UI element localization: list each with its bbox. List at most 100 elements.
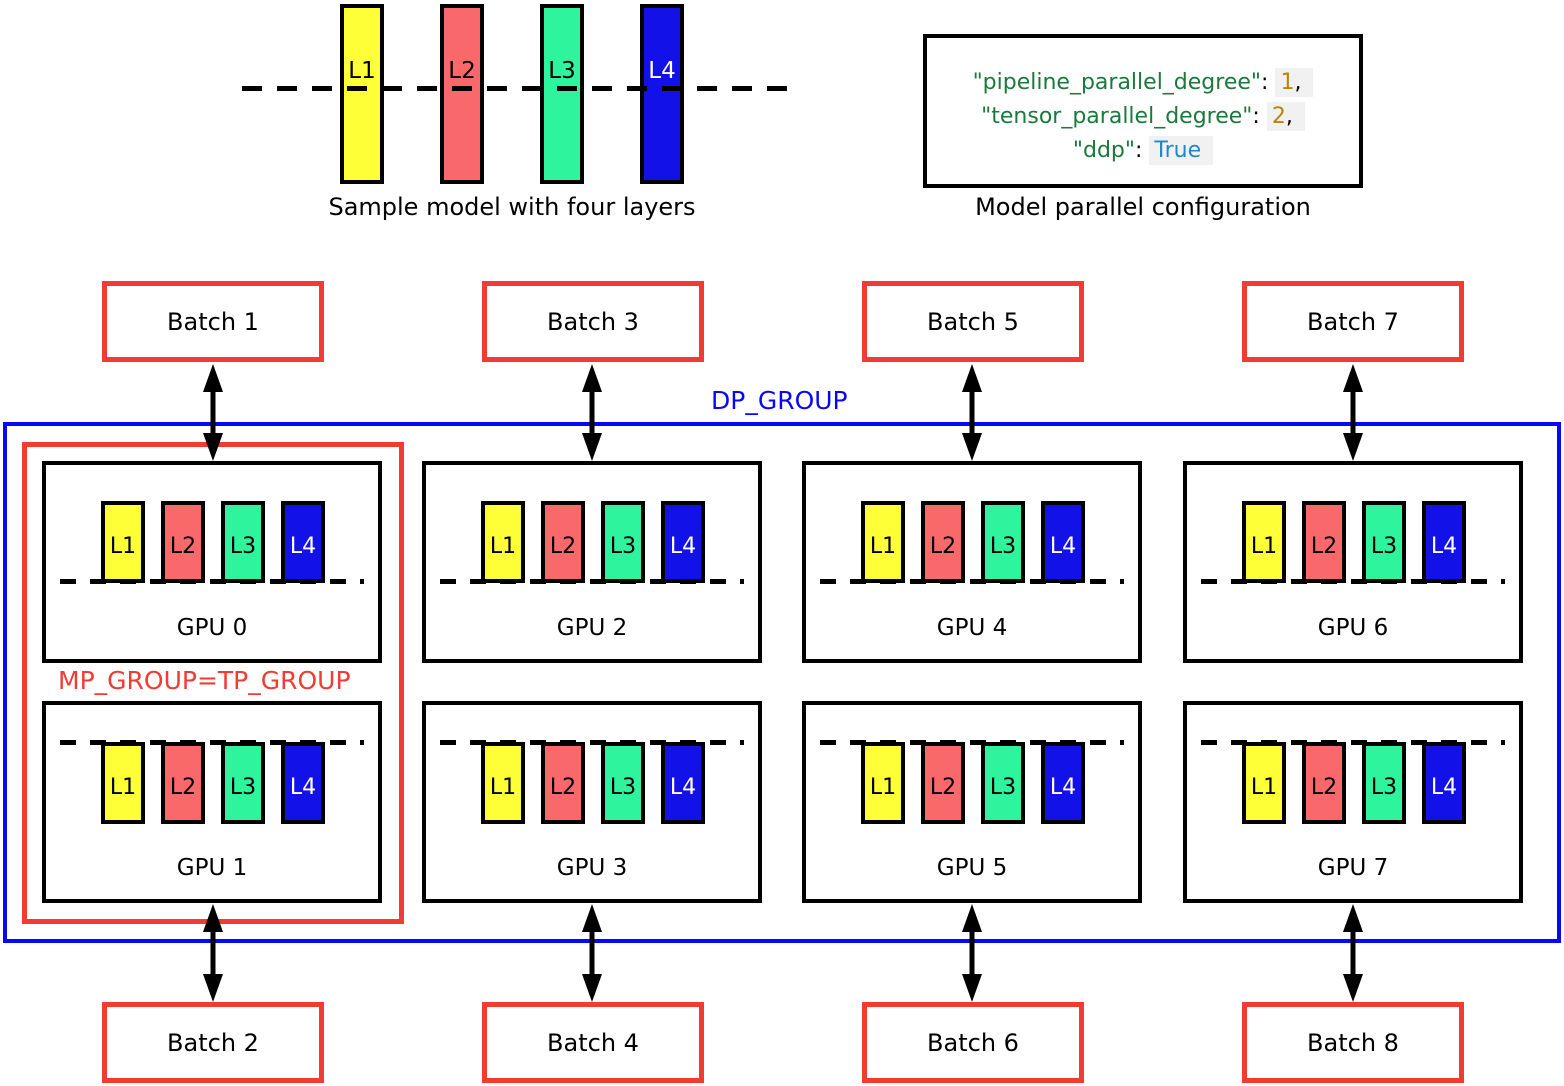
gpu-2-card: L1 L2 L3 L4 GPU 2	[422, 461, 762, 663]
gpu-layer-l2: L2	[1302, 742, 1346, 824]
gpu-name: GPU 6	[1317, 615, 1389, 641]
sample-layer-l2: L2	[440, 4, 484, 184]
gpu-layer-l2: L2	[1302, 501, 1346, 583]
bidirectional-arrow	[1343, 904, 1363, 1002]
gpu-dashed-axis	[440, 740, 744, 745]
batch-label: Batch 1	[167, 307, 259, 336]
layer-label: L3	[609, 774, 637, 800]
gpu-layer-l3: L3	[1362, 501, 1406, 583]
layer-label: L1	[869, 774, 897, 800]
gpu-dashed-axis	[1201, 740, 1505, 745]
layer-label: L3	[989, 533, 1017, 559]
batch-6-box: Batch 6	[862, 1002, 1084, 1083]
layer-label: L1	[348, 58, 376, 84]
gpu-layer-l4: L4	[661, 742, 705, 824]
gpu-6-card: L1 L2 L3 L4 GPU 6	[1183, 461, 1523, 663]
dp-group-label: DP_GROUP	[711, 386, 848, 415]
layer-label: L4	[669, 533, 697, 559]
batch-3-box: Batch 3	[482, 281, 704, 362]
gpu-layer-l4: L4	[281, 501, 325, 583]
gpu-layer-l1: L1	[861, 501, 905, 583]
config-caption: Model parallel configuration	[975, 193, 1311, 221]
sample-model-dashed-axis	[242, 86, 802, 91]
layer-label: L2	[1310, 774, 1338, 800]
gpu-layer-l3: L3	[981, 742, 1025, 824]
gpu-layer-l1: L1	[101, 501, 145, 583]
batch-8-box: Batch 8	[1242, 1002, 1464, 1083]
gpu-layer-l1: L1	[1242, 501, 1286, 583]
config-value-highlight: 1,	[1275, 68, 1314, 97]
batch-label: Batch 2	[167, 1028, 259, 1057]
gpu-dashed-axis	[1201, 579, 1505, 584]
batch-label: Batch 7	[1307, 307, 1399, 336]
layer-label: L3	[1370, 774, 1398, 800]
layer-label: L4	[648, 58, 676, 84]
layer-label: L1	[1250, 774, 1278, 800]
layer-label: L1	[869, 533, 897, 559]
layer-label: L3	[609, 533, 637, 559]
gpu-dashed-axis	[820, 740, 1124, 745]
gpu-layer-l2: L2	[541, 501, 585, 583]
layer-label: L1	[1250, 533, 1278, 559]
config-value: 2	[1271, 104, 1286, 129]
batch-label: Batch 8	[1307, 1028, 1399, 1057]
gpu-name: GPU 5	[936, 855, 1008, 881]
gpu-layer-l3: L3	[981, 501, 1025, 583]
sample-model-caption: Sample model with four layers	[328, 193, 696, 221]
config-key: "ddp"	[1072, 138, 1135, 163]
bidirectional-arrow	[962, 904, 982, 1002]
gpu-layer-l4: L4	[1422, 742, 1466, 824]
mp-group-label: MP_GROUP=TP_GROUP	[58, 666, 351, 695]
bidirectional-arrow	[203, 904, 223, 1002]
batch-4-box: Batch 4	[482, 1002, 704, 1083]
layer-label: L2	[448, 58, 476, 84]
gpu-layer-l2: L2	[921, 742, 965, 824]
gpu-layer-l4: L4	[661, 501, 705, 583]
sample-layer-l3: L3	[540, 4, 584, 184]
gpu-layer-l4: L4	[281, 742, 325, 824]
batch-label: Batch 6	[927, 1028, 1019, 1057]
config-comma: ,	[1294, 70, 1302, 95]
bidirectional-arrow	[582, 364, 602, 461]
gpu-layer-l1: L1	[1242, 742, 1286, 824]
gpu-0-card: L1 L2 L3 L4 GPU 0	[42, 461, 382, 663]
config-key: "pipeline_parallel_degree"	[972, 70, 1262, 95]
gpu-3-card: L1 L2 L3 L4 GPU 3	[422, 701, 762, 903]
config-line-pipeline: "pipeline_parallel_degree": 1,	[927, 66, 1359, 100]
gpu-name: GPU 0	[176, 615, 248, 641]
config-comma: ,	[1285, 104, 1293, 129]
layer-label: L1	[489, 774, 517, 800]
bidirectional-arrow	[203, 364, 223, 461]
layer-label: L3	[1370, 533, 1398, 559]
bidirectional-arrow	[962, 364, 982, 461]
gpu-layer-l1: L1	[481, 501, 525, 583]
batch-label: Batch 5	[927, 307, 1019, 336]
layer-label: L1	[489, 533, 517, 559]
batch-7-box: Batch 7	[1242, 281, 1464, 362]
gpu-dashed-axis	[820, 579, 1124, 584]
layer-label: L1	[109, 533, 137, 559]
config-value: 1	[1280, 70, 1295, 95]
layer-label: L3	[989, 774, 1017, 800]
sample-layer-l1: L1	[340, 4, 384, 184]
config-value: True	[1154, 138, 1202, 163]
gpu-layer-l3: L3	[221, 501, 265, 583]
gpu-name: GPU 4	[936, 615, 1008, 641]
layer-label: L4	[1049, 533, 1077, 559]
gpu-5-card: L1 L2 L3 L4 GPU 5	[802, 701, 1142, 903]
batch-1-box: Batch 1	[102, 281, 324, 362]
batch-label: Batch 3	[547, 307, 639, 336]
layer-label: L2	[549, 533, 577, 559]
config-value-highlight: 2,	[1266, 102, 1305, 131]
batch-label: Batch 4	[547, 1028, 639, 1057]
config-key: "tensor_parallel_degree"	[981, 104, 1253, 129]
config-colon: :	[1252, 104, 1267, 129]
sample-layer-l4: L4	[640, 4, 684, 184]
gpu-layer-l3: L3	[1362, 742, 1406, 824]
gpu-layer-l4: L4	[1041, 501, 1085, 583]
gpu-layer-l2: L2	[161, 742, 205, 824]
batch-2-box: Batch 2	[102, 1002, 324, 1083]
gpu-layer-l1: L1	[861, 742, 905, 824]
config-line-ddp: "ddp": True	[927, 134, 1359, 168]
